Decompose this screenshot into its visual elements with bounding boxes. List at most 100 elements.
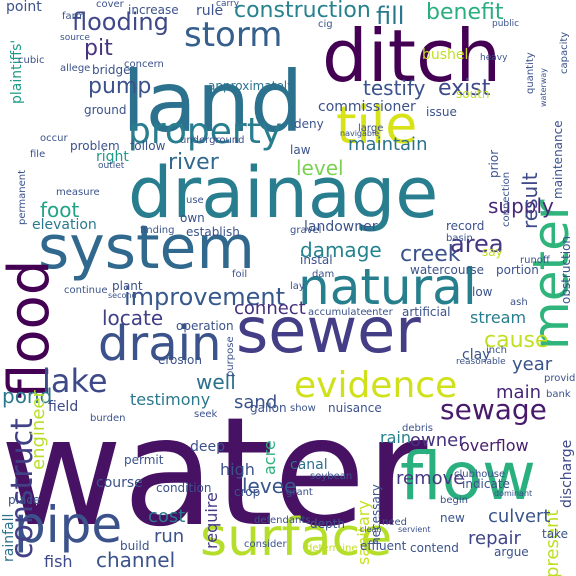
cloud-word: problem — [70, 139, 120, 153]
cloud-word: determine — [306, 543, 358, 554]
cloud-word: evidence — [294, 365, 458, 406]
cloud-word: accumulate — [308, 307, 367, 318]
cloud-word: gravel — [290, 225, 322, 236]
cloud-word: continue — [64, 285, 108, 296]
cloud-word: ash — [510, 297, 528, 308]
cloud-word: cubic — [18, 55, 45, 66]
cloud-word: cig — [318, 19, 333, 30]
cloud-word: sewer — [236, 294, 421, 367]
cloud-word: surface — [200, 508, 393, 568]
cloud-word: outlet — [98, 161, 125, 171]
cloud-word: quantity — [525, 52, 536, 94]
cloud-word: consider — [244, 539, 287, 550]
cloud-word: rainfall — [1, 513, 17, 562]
cloud-word: low — [472, 285, 493, 299]
cloud-word: maintain — [348, 134, 428, 155]
cloud-word: depth — [310, 517, 345, 531]
cloud-word: storm — [184, 15, 283, 55]
cloud-word: supply — [488, 194, 554, 218]
cloud-word: culvert — [488, 506, 551, 527]
cloud-word: engineer — [28, 390, 49, 470]
cloud-word: canal — [290, 457, 328, 473]
cloud-word: issue — [426, 105, 457, 119]
cloud-word: necessary — [369, 484, 383, 545]
cloud-word: system — [38, 213, 255, 283]
cloud-word: pump — [88, 74, 152, 99]
cloud-word: point — [6, 0, 42, 15]
cloud-word: land — [122, 53, 304, 151]
cloud-word: grant — [286, 487, 313, 498]
cloud-word: public — [492, 19, 520, 29]
cloud-word: build — [120, 539, 150, 553]
cloud-word: result — [518, 172, 542, 229]
cloud-word: connection — [501, 171, 512, 227]
cloud-word: use — [186, 195, 204, 206]
cloud-word: provide — [544, 373, 576, 384]
cloud-word: show — [290, 403, 316, 414]
cloud-word: stream — [470, 308, 527, 327]
cloud-word: construction — [234, 0, 371, 23]
cloud-word: inch — [486, 345, 507, 356]
cloud-word: ditch — [322, 14, 502, 98]
cloud-word: remove — [396, 468, 465, 489]
cloud-word: cover — [96, 0, 124, 10]
cloud-word: main — [496, 382, 541, 403]
cloud-word: deep — [190, 439, 225, 455]
cloud-word: clean — [360, 525, 382, 534]
cloud-word: second — [108, 291, 137, 300]
cloud-word: high — [220, 460, 255, 479]
cloud-word: drainage — [128, 152, 439, 234]
cloud-word: testimony — [130, 390, 211, 409]
cloud-word: sewage — [440, 393, 547, 426]
cloud-word: landowner — [304, 219, 378, 235]
cloud-word: foil — [232, 269, 248, 280]
cloud-word: creek — [400, 242, 461, 267]
cloud-word: measure — [56, 187, 100, 198]
cloud-word: heavy — [480, 53, 508, 63]
cloud-word: commissioner — [318, 99, 416, 115]
cloud-word: benefit — [426, 0, 504, 25]
cloud-word: reasonable — [456, 357, 506, 367]
cloud-word: record — [446, 219, 485, 233]
cloud-word: clay — [462, 347, 491, 363]
cloud-word: farm — [62, 11, 86, 22]
cloud-word: ground — [84, 103, 127, 117]
cloud-word: improvement — [124, 283, 286, 311]
cloud-word: field — [48, 399, 79, 415]
cloud-word: burden — [90, 413, 126, 424]
cloud-word: enter — [366, 307, 393, 318]
cloud-word: allege — [60, 63, 91, 74]
cloud-word: fill — [376, 2, 405, 30]
cloud-word: servient — [398, 525, 431, 534]
cloud-word: south — [456, 87, 490, 101]
cloud-word: foot — [40, 198, 80, 222]
cloud-word: lake — [42, 362, 108, 400]
cloud-word: bank — [546, 389, 571, 400]
cloud-word: run — [154, 526, 185, 547]
cloud-word: prior — [487, 149, 501, 178]
cloud-word: flooding — [72, 8, 169, 36]
cloud-word: sand — [234, 392, 278, 413]
cloud-word: condition — [156, 481, 212, 495]
cloud-word: capacity — [559, 31, 570, 74]
cloud-word: instal — [300, 253, 333, 267]
cloud-word: damage — [300, 238, 382, 262]
cloud-word: gallon — [250, 401, 287, 415]
cloud-word: waterway — [539, 68, 548, 107]
cloud-word: channel — [96, 548, 176, 572]
cloud-word: drain — [98, 316, 222, 372]
cloud-word: source — [60, 33, 90, 43]
cloud-word: begin — [440, 495, 468, 506]
cloud-word: dam — [312, 269, 335, 280]
cloud-word: acre — [260, 440, 279, 475]
cloud-word: erosion — [158, 353, 202, 367]
cloud-word: argue — [494, 545, 529, 559]
cloud-word: artificial — [402, 305, 451, 319]
cloud-word: dominant — [494, 489, 533, 498]
cloud-word: follow — [130, 139, 166, 153]
cloud-word: defendants — [254, 515, 311, 526]
cloud-word: basin — [446, 233, 473, 244]
cloud-word: bridge — [92, 63, 131, 77]
cloud-word: place — [8, 493, 41, 507]
cloud-word: plaintiffs' — [9, 39, 25, 104]
